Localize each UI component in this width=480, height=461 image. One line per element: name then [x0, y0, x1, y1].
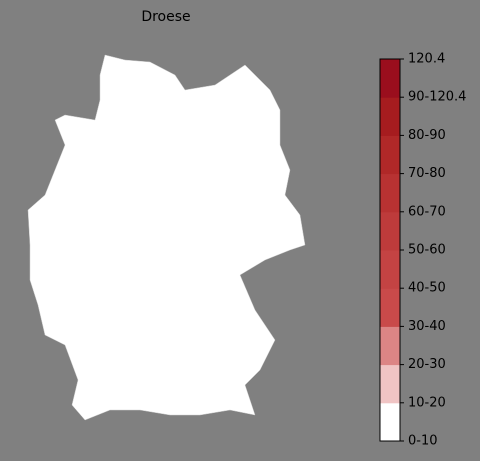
colorbar-segment	[380, 59, 400, 98]
colorbar-tick-label: 40-50	[408, 281, 446, 296]
colorbar-segment	[380, 288, 400, 327]
colorbar-tick-label: 0-10	[408, 434, 438, 449]
colorbar-tick-label: 30-40	[408, 319, 446, 334]
colorbar-segment	[380, 250, 400, 289]
colorbar-tick-label: 80-90	[408, 128, 446, 143]
colorbar-tick-label: 60-70	[408, 204, 446, 219]
colorbar-tick-label: 120.4	[408, 52, 445, 67]
colorbar-segment	[380, 211, 400, 251]
colorbar-tick-label: 50-60	[408, 243, 446, 258]
colorbar-tick-label: 90-120.4	[408, 90, 466, 105]
colorbar-segment	[380, 364, 400, 404]
colorbar-tick-label: 20-30	[408, 357, 446, 372]
colorbar-segment	[380, 402, 400, 442]
colorbar-segment	[380, 326, 400, 366]
colorbar: 0-10 10-20 20-30 30-40 40-50 50-60 60-70 70-80 8…	[379, 52, 466, 449]
colorbar-segment	[380, 97, 400, 136]
colorbar-tick-label: 10-20	[408, 395, 446, 410]
colorbar-segment	[380, 135, 400, 175]
colorbar-tick-label: 70-80	[408, 166, 446, 181]
map-title: Droese	[141, 9, 190, 25]
map-outline	[27, 54, 306, 421]
colorbar-segment	[380, 173, 400, 213]
